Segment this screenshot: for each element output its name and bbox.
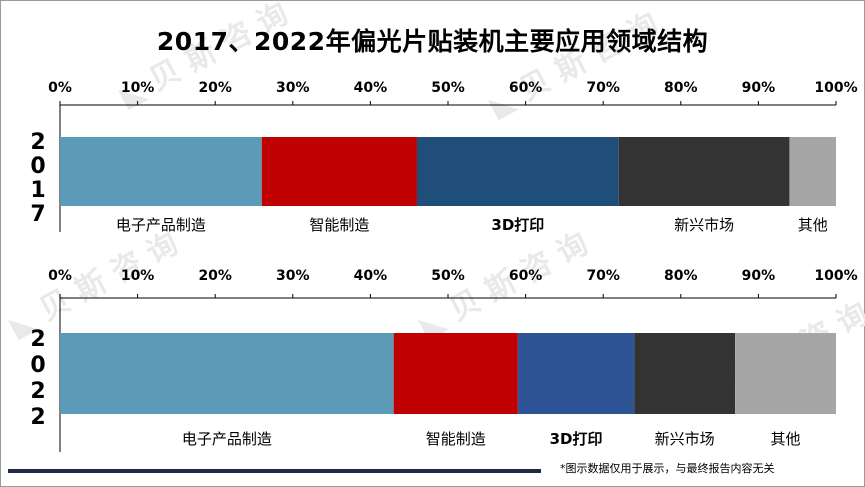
x-tick-label: 70% <box>586 80 620 96</box>
x-tick-label: 30% <box>276 268 310 284</box>
chart-title: 2017、2022年偏光片贴装机主要应用领域结构 <box>156 27 709 56</box>
bar-segment <box>634 333 736 414</box>
bar-segment <box>735 333 836 414</box>
bar-segment <box>618 137 790 206</box>
x-tick-label: 80% <box>664 80 698 96</box>
bar-segment <box>416 137 619 206</box>
footnote: *图示数据仅用于展示，与最终报告内容无关 <box>560 462 775 475</box>
segment-label: 电子产品制造 <box>116 216 206 234</box>
x-tick-label: 20% <box>198 268 232 284</box>
x-tick-label: 50% <box>431 80 465 96</box>
x-tick-label: 50% <box>431 268 465 284</box>
bar-segment <box>789 137 836 206</box>
x-tick-label: 10% <box>121 268 155 284</box>
x-tick-label: 20% <box>198 80 232 96</box>
year-label-char: 2 <box>30 327 45 352</box>
x-tick-label: 30% <box>276 80 310 96</box>
year-label-char: 7 <box>30 202 45 227</box>
segment-label: 电子产品制造 <box>182 430 272 448</box>
segment-label: 其他 <box>771 430 801 448</box>
x-tick-label: 0% <box>48 268 72 284</box>
segment-label: 新兴市场 <box>655 430 715 448</box>
year-label-char: 2 <box>30 379 45 404</box>
segment-label: 智能制造 <box>426 430 486 448</box>
x-tick-label: 0% <box>48 80 72 96</box>
x-tick-label: 10% <box>121 80 155 96</box>
x-tick-label: 100% <box>814 268 857 284</box>
x-tick-label: 80% <box>664 268 698 284</box>
bar-segment <box>393 333 518 414</box>
bar-segment <box>517 333 635 414</box>
year-label-char: 0 <box>30 154 45 179</box>
year-label-char: 2 <box>30 405 45 430</box>
x-tick-label: 70% <box>586 268 620 284</box>
x-tick-label: 100% <box>814 80 857 96</box>
bar-segment <box>261 137 417 206</box>
x-tick-label: 90% <box>742 268 776 284</box>
segment-label: 3D打印 <box>550 430 603 448</box>
year-label-char: 0 <box>30 353 45 378</box>
footer-line <box>8 469 541 473</box>
segment-label: 其他 <box>798 216 828 234</box>
segment-label: 智能制造 <box>309 216 369 234</box>
bar-segment <box>60 137 262 206</box>
year-label-char: 1 <box>30 178 45 203</box>
x-tick-label: 40% <box>354 80 388 96</box>
bar-segment <box>60 333 394 414</box>
segment-label: 新兴市场 <box>674 216 734 234</box>
x-tick-label: 90% <box>742 80 776 96</box>
x-tick-label: 60% <box>509 80 543 96</box>
x-tick-label: 60% <box>509 268 543 284</box>
segment-label: 3D打印 <box>491 216 544 234</box>
x-tick-label: 40% <box>354 268 388 284</box>
year-label-char: 2 <box>30 130 45 155</box>
